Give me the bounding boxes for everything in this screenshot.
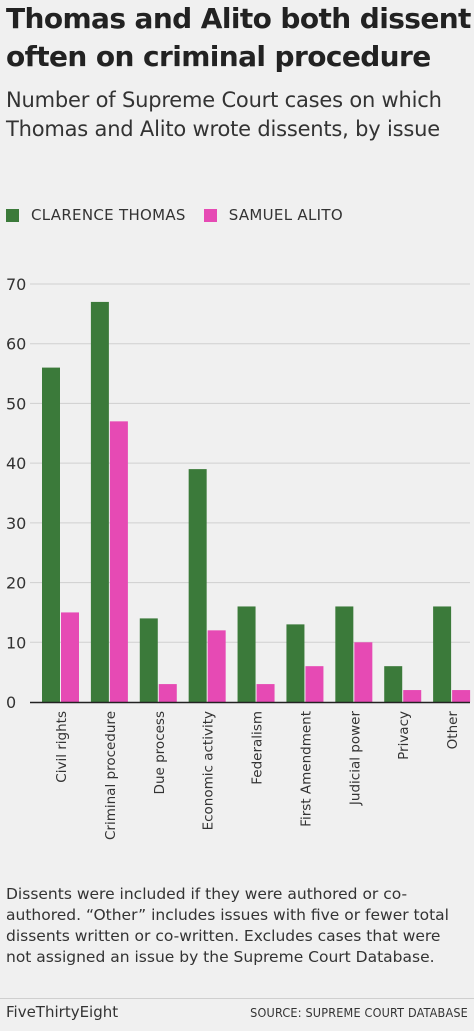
y-tick-label: 10 [6, 633, 26, 652]
source-credit: SOURCE: SUPREME COURT DATABASE [250, 1005, 468, 1020]
y-tick-label: 20 [6, 574, 26, 593]
y-tick-label: 40 [6, 454, 26, 473]
x-tick-label: Civil rights [54, 711, 70, 783]
bar-thomas [188, 469, 207, 702]
bar-alito [256, 684, 275, 702]
x-tick-label: Other [445, 711, 461, 750]
bar-thomas [42, 367, 60, 702]
chart-title: Thomas and Alito both dissent often on c… [6, 2, 471, 73]
bar-chart: 0 10 20 30 40 50 60 70 Civil rights Criminal proc… [6, 275, 471, 840]
legend-label-thomas: CLARENCE THOMAS [31, 206, 186, 224]
legend-swatch-alito [203, 208, 217, 222]
bar-alito [305, 666, 324, 702]
brand-logo-text: FiveThirtyEight [6, 1003, 119, 1021]
bar-thomas [335, 606, 354, 702]
legend-swatch-thomas [6, 208, 19, 222]
x-tick-label: Criminal procedure [103, 711, 119, 840]
bar-alito [207, 630, 226, 702]
legend: CLARENCE THOMAS SAMUEL ALITO [6, 203, 361, 227]
x-tick-label: Privacy [396, 711, 412, 760]
legend-item-alito: SAMUEL ALITO [203, 206, 343, 224]
chart-subtitle: Number of Supreme Court cases on which T… [6, 88, 442, 141]
bar-thomas [384, 666, 403, 702]
y-tick-label: 50 [6, 394, 26, 413]
x-tick-label: Economic activity [201, 711, 217, 830]
bar-thomas [237, 606, 256, 702]
x-tick-label: Federalism [250, 711, 266, 785]
bar-thomas [139, 618, 158, 702]
footer: FiveThirtyEight SOURCE: SUPREME COURT DA… [0, 998, 474, 1031]
bar-alito [354, 642, 373, 702]
x-tick-label: Judicial power [347, 711, 363, 807]
y-tick-label: 0 [6, 693, 16, 712]
bar-alito [109, 421, 128, 702]
bar-thomas [286, 624, 305, 702]
legend-label-alito: SAMUEL ALITO [228, 206, 343, 224]
y-tick-label: 60 [6, 335, 26, 354]
y-tick-label: 30 [6, 514, 26, 533]
legend-item-thomas: CLARENCE THOMAS [6, 206, 186, 224]
bar-alito [158, 684, 177, 702]
bar-thomas [433, 606, 452, 702]
footnote: Dissents were included if they were auth… [6, 885, 449, 966]
x-tick-label: First Amendment [298, 711, 314, 827]
x-tick-label: Due process [152, 711, 168, 794]
y-tick-label: 70 [6, 275, 26, 294]
bar-thomas [90, 301, 109, 702]
bar-alito [403, 690, 422, 702]
bar-alito [452, 690, 471, 702]
bar-alito [61, 612, 79, 702]
